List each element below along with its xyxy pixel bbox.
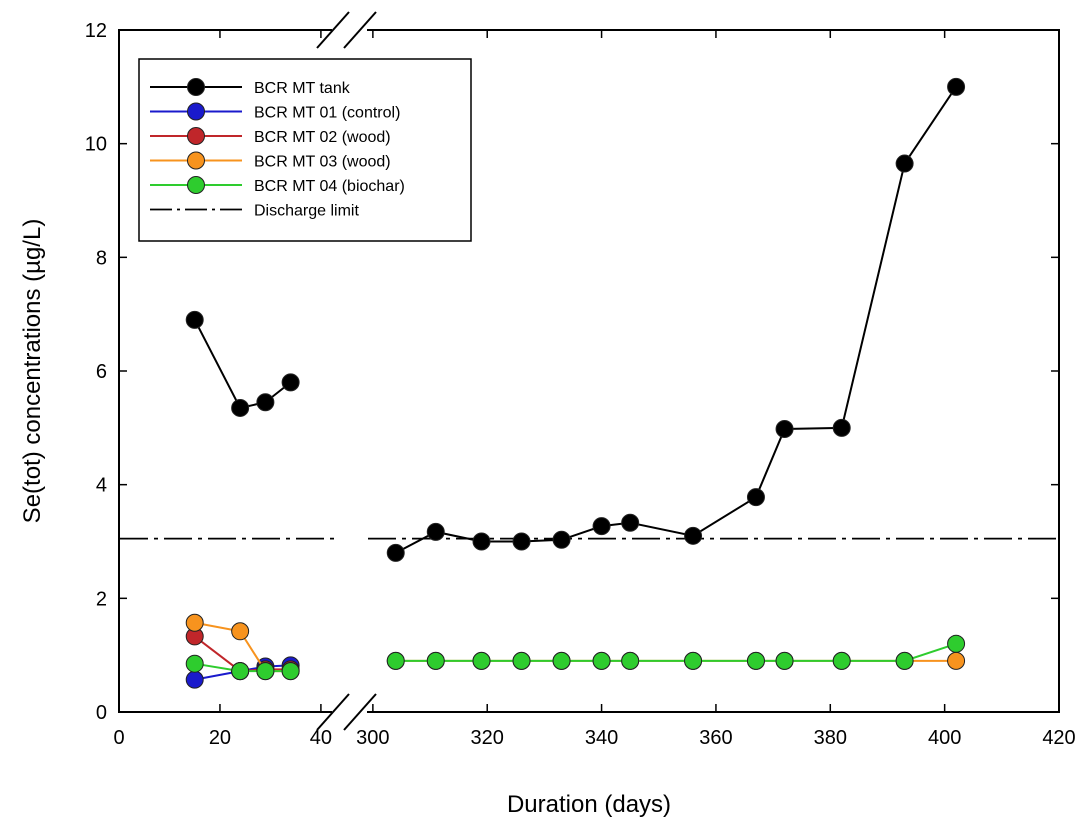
axis-break-layer <box>316 11 377 731</box>
data-point <box>552 651 571 670</box>
data-point <box>895 154 914 173</box>
legend-marker <box>187 151 205 170</box>
legend-entry: BCR MT 02 (wood) <box>150 127 391 146</box>
axis-break-slash <box>343 11 377 49</box>
data-point <box>684 651 703 670</box>
data-point <box>621 651 640 670</box>
data-point <box>426 522 445 541</box>
x-axis-title: Duration (days) <box>507 791 671 818</box>
legend-label: BCR MT tank <box>254 80 351 97</box>
data-point <box>472 532 491 551</box>
tick-layer: 0 2 4 6 8 10 12 0 20 40 300 320 340 360 380 400 420 <box>85 20 1076 749</box>
data-point <box>895 651 914 670</box>
axis-break-gap <box>332 26 367 34</box>
data-point <box>386 651 405 670</box>
data-point <box>256 393 275 412</box>
y-axis-title: Se(tot) concentrations (µg/L) <box>19 219 46 524</box>
data-point <box>281 373 300 392</box>
y-tick-label: 0 <box>96 702 107 724</box>
y-tick-label: 6 <box>96 361 107 383</box>
x-tick-label: 0 <box>113 727 124 749</box>
series-4 <box>185 634 966 681</box>
data-point <box>947 651 966 670</box>
data-point <box>684 526 703 545</box>
legend-marker <box>187 127 205 145</box>
legend-marker <box>187 78 205 96</box>
data-point <box>775 651 794 670</box>
data-point <box>621 513 640 532</box>
series-3 <box>185 613 966 681</box>
data-point <box>185 310 204 329</box>
data-point <box>512 532 531 551</box>
data-point <box>231 662 250 681</box>
x-tick-label: 340 <box>585 727 618 749</box>
y-tick-label: 2 <box>96 588 107 610</box>
x-tick-label: 420 <box>1042 727 1075 749</box>
data-point <box>592 651 611 670</box>
axis-break-slash <box>316 11 350 49</box>
legend-entry: BCR MT tank <box>150 78 351 97</box>
series-line <box>194 662 291 673</box>
axis-break-slash <box>343 693 377 731</box>
y-tick-label: 10 <box>85 134 107 156</box>
x-tick-label: 400 <box>928 727 961 749</box>
series-line <box>194 664 291 681</box>
data-point <box>386 543 405 562</box>
x-tick-label: 40 <box>310 727 332 749</box>
legend: BCR MT tank BCR MT 01 (control) BCR MT 02 … <box>138 58 472 242</box>
x-tick-label: 300 <box>356 727 389 749</box>
data-point <box>281 662 300 681</box>
data-point <box>185 670 204 689</box>
data-point <box>552 530 571 549</box>
series-0 <box>185 77 966 562</box>
data-point <box>832 651 851 670</box>
data-point <box>592 517 611 536</box>
series-layer <box>185 77 966 689</box>
legend-label: BCR MT 04 (biochar) <box>254 178 405 195</box>
data-point <box>256 662 275 681</box>
legend-entry: BCR MT 04 (biochar) <box>150 176 405 195</box>
data-point <box>947 634 966 653</box>
y-tick-label: 12 <box>85 20 107 42</box>
data-point <box>775 419 794 438</box>
data-point <box>231 398 250 417</box>
legend-entry: Discharge limit <box>150 203 359 220</box>
data-point <box>472 651 491 670</box>
y-tick-label: 4 <box>96 475 107 497</box>
legend-entry: BCR MT 01 (control) <box>150 102 400 122</box>
data-point <box>832 418 851 437</box>
legend-label: BCR MT 02 (wood) <box>254 129 391 146</box>
legend-marker <box>187 176 205 194</box>
series-line <box>193 319 292 410</box>
data-point <box>746 651 765 670</box>
series-line <box>395 86 957 554</box>
data-point <box>746 488 765 507</box>
data-point <box>947 77 966 96</box>
x-tick-label: 380 <box>814 727 847 749</box>
legend-entry: BCR MT 03 (wood) <box>150 151 391 171</box>
data-point <box>185 613 204 632</box>
data-point <box>231 622 250 641</box>
legend-label: Discharge limit <box>254 203 359 220</box>
axis-break-slash <box>316 693 350 731</box>
legend-label: BCR MT 03 (wood) <box>254 154 391 171</box>
data-point <box>185 654 204 673</box>
x-tick-label: 20 <box>209 727 231 749</box>
x-tick-label: 320 <box>471 727 504 749</box>
data-point <box>426 651 445 670</box>
x-tick-label: 360 <box>699 727 732 749</box>
axis-break-gap <box>332 708 367 716</box>
legend-label: BCR MT 01 (control) <box>254 105 400 122</box>
y-tick-label: 8 <box>96 247 107 269</box>
data-point <box>512 651 531 670</box>
legend-marker <box>187 102 205 121</box>
